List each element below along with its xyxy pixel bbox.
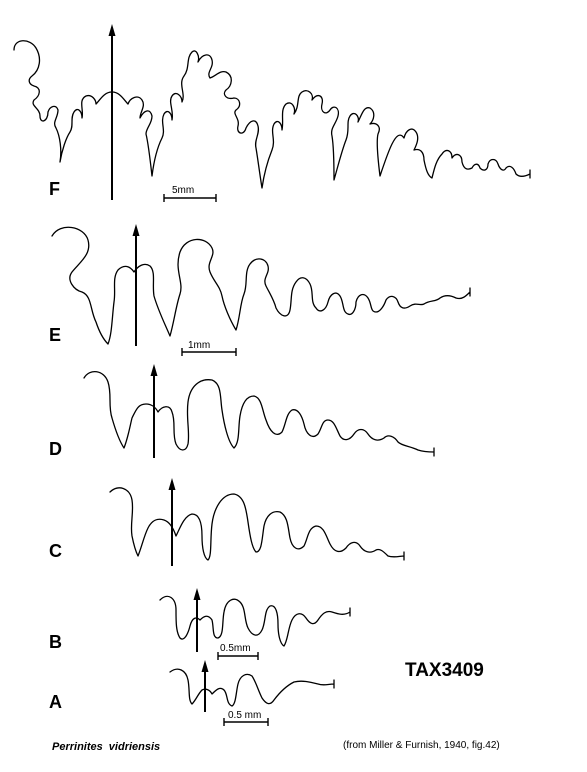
scale-label-0-5mm-a: 0.5 mm (228, 710, 262, 721)
arrow-f (108, 24, 116, 200)
stage-label-d: D (49, 439, 62, 459)
scale-label-5mm: 5mm (172, 185, 195, 196)
scale-label-1mm: 1mm (188, 340, 211, 351)
scale-bar-f (163, 194, 217, 202)
suture-line-f (13, 40, 531, 189)
source-citation: (from Miller & Furnish, 1940, fig.42) (343, 740, 500, 751)
stage-label-e: E (49, 325, 62, 345)
specimen-id: TAX3409 (405, 660, 484, 681)
scale-label-0-5mm-b: 0.5mm (220, 643, 251, 654)
suture-line-b (159, 595, 351, 647)
species-name: Perrinites vidriensis (52, 741, 161, 753)
suture-line-c (109, 487, 405, 561)
scale-bar-b (217, 652, 259, 660)
stage-label-c: C (49, 541, 62, 561)
stage-label-f: F (49, 179, 60, 199)
suture-line-a (169, 668, 335, 707)
suture-line-e (51, 226, 471, 345)
suture-line-d (83, 371, 435, 457)
arrow-c (168, 478, 176, 566)
arrow-d (150, 364, 158, 458)
stage-label-b: B (49, 632, 62, 652)
arrow-e (132, 224, 140, 346)
arrow-b (193, 588, 201, 652)
scale-bar-e (181, 348, 237, 356)
arrow-a (201, 660, 209, 712)
scale-bar-a (223, 718, 269, 726)
stage-label-a: A (49, 692, 62, 712)
